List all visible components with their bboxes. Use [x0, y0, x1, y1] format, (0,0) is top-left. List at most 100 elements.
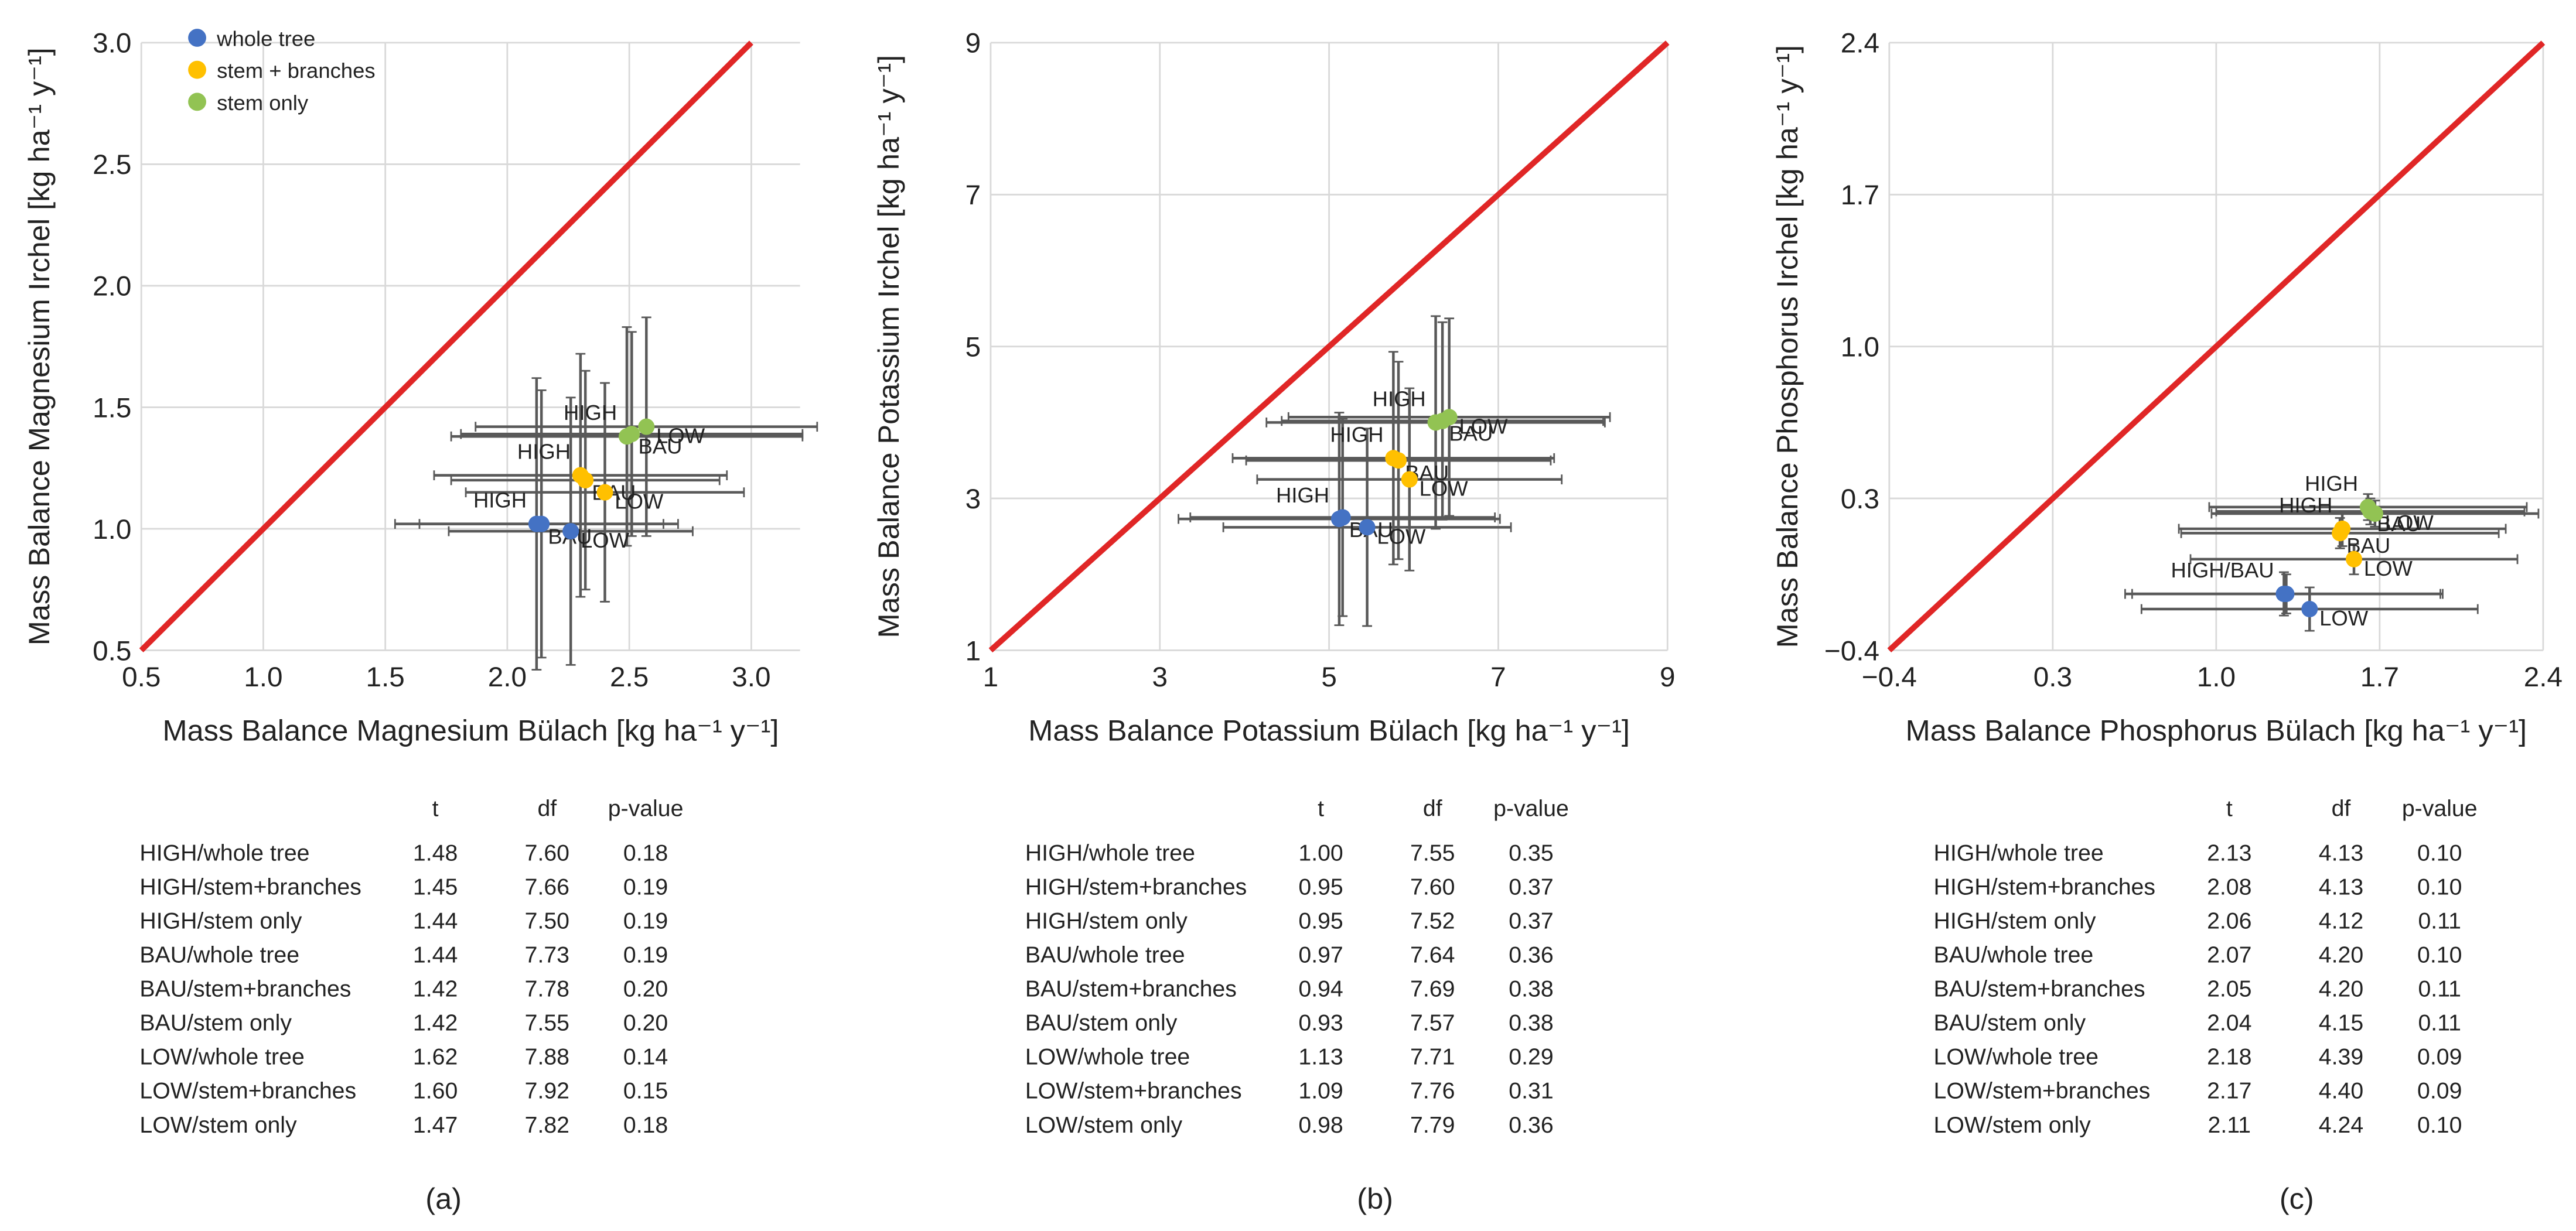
data-point — [1441, 409, 1458, 426]
table-cell: 1.48 — [413, 840, 458, 866]
point-label: BAU — [1449, 421, 1493, 445]
table-header: t — [2226, 796, 2233, 822]
table-cell: 4.13 — [2319, 840, 2363, 866]
table-cell: 1.47 — [413, 1112, 458, 1138]
table-header: t — [432, 796, 439, 822]
point-label: LOW — [2364, 556, 2413, 580]
table-cell: 4.40 — [2319, 1078, 2363, 1104]
table-cell: 0.11 — [2418, 908, 2461, 933]
x-tick-label: 1.7 — [2360, 662, 2399, 693]
y-tick-label: 1.0 — [1841, 332, 1879, 363]
table-cell: 2.08 — [2207, 874, 2251, 900]
data-point — [533, 515, 550, 532]
table-cell: 0.10 — [2417, 1112, 2462, 1138]
point-label: LOW — [615, 490, 664, 514]
table-cell: 0.36 — [1509, 1112, 1553, 1138]
table-cell: 7.52 — [1410, 908, 1455, 933]
data-point — [1401, 471, 1418, 488]
table-cell: 2.07 — [2207, 942, 2251, 968]
legend-marker — [188, 60, 206, 79]
table-cell: 0.38 — [1509, 1010, 1553, 1036]
table-row-label: HIGH/stem+branches — [1934, 874, 2155, 900]
table-cell: 1.44 — [413, 908, 458, 933]
table-cell: 0.11 — [2418, 1010, 2461, 1036]
table-cell: 1.09 — [1298, 1078, 1343, 1104]
data-point — [2332, 525, 2349, 542]
panel-label: (c) — [2280, 1182, 2314, 1215]
table-row-label: HIGH/stem+branches — [139, 874, 361, 900]
table-cell: 1.44 — [413, 942, 458, 968]
data-point — [2301, 601, 2318, 618]
x-tick-label: 0.3 — [2033, 662, 2072, 693]
point-label: LOW — [1459, 414, 1508, 438]
table-row-label: BAU/whole tree — [1934, 942, 2094, 968]
data-point — [623, 426, 640, 443]
table-cell: 7.50 — [525, 908, 569, 933]
table-cell: 7.55 — [1410, 840, 1455, 866]
panel-label: (b) — [1357, 1182, 1393, 1215]
table-cell: 4.12 — [2319, 908, 2363, 933]
point-label: LOW — [656, 424, 705, 448]
table-row-label: BAU/whole tree — [139, 942, 299, 968]
plot-area — [141, 42, 800, 651]
table-cell: 0.35 — [1509, 840, 1553, 866]
x-axis-label: Mass Balance Magnesium Bülach [kg ha⁻¹ y… — [162, 714, 779, 747]
point-label: HIGH — [517, 440, 571, 464]
data-point — [1334, 509, 1351, 526]
x-tick-label: 1.0 — [2197, 662, 2236, 693]
identity-line — [988, 40, 1670, 653]
legend-marker — [188, 93, 206, 111]
y-tick-label: 1.5 — [93, 392, 131, 423]
table-cell: 2.06 — [2207, 908, 2251, 933]
table-cell: 0.95 — [1298, 908, 1343, 933]
y-tick-label: 2.5 — [93, 149, 131, 180]
point-label: LOW — [2319, 606, 2369, 630]
table-cell: 0.36 — [1509, 942, 1553, 968]
table-header: p-value — [608, 796, 684, 822]
table-cell: 7.66 — [525, 874, 569, 900]
legend-label: whole tree — [216, 27, 315, 51]
table-header: df — [2332, 796, 2351, 822]
table-cell: 1.62 — [413, 1044, 458, 1070]
table-cell: 0.20 — [623, 1010, 668, 1036]
table-row-label: BAU/stem only — [1025, 1010, 1178, 1036]
table-cell: 7.73 — [525, 942, 569, 968]
y-tick-label: 1.7 — [1841, 180, 1879, 211]
y-tick-label: 2.0 — [93, 271, 131, 302]
table-cell: 7.64 — [1410, 942, 1455, 968]
table-row-label: LOW/stem+branches — [1025, 1078, 1242, 1104]
table-row-label: HIGH/stem only — [1934, 908, 2096, 933]
x-tick-label: 3 — [1152, 662, 1168, 693]
point-label: HIGH — [1276, 483, 1329, 507]
legend-marker — [188, 29, 206, 47]
data-point — [2366, 505, 2383, 522]
table-cell: 0.09 — [2417, 1078, 2462, 1104]
table-row-label: HIGH/stem+branches — [1025, 874, 1247, 900]
table-cell: 1.60 — [413, 1078, 458, 1104]
y-tick-label: 3.0 — [93, 28, 131, 59]
data-point — [2346, 550, 2363, 567]
table-row-label: HIGH/whole tree — [1025, 840, 1195, 866]
table-row-label: HIGH/whole tree — [1934, 840, 2104, 866]
table-cell: 7.88 — [525, 1044, 569, 1070]
y-tick-label: −0.4 — [1824, 635, 1879, 666]
table-cell: 2.17 — [2207, 1078, 2251, 1104]
data-point — [577, 471, 594, 488]
table-row-label: LOW/stem only — [1025, 1112, 1183, 1138]
table-cell: 7.71 — [1410, 1044, 1455, 1070]
x-tick-label: −0.4 — [1862, 662, 1917, 693]
table-cell: 0.94 — [1298, 976, 1343, 1002]
point-label: BAU — [2377, 512, 2421, 536]
point-label: LOW — [2385, 511, 2434, 535]
x-tick-label: 0.5 — [122, 662, 161, 693]
legend-label: stem + branches — [217, 59, 375, 83]
table-cell: 7.78 — [525, 976, 569, 1002]
identity-line — [139, 40, 753, 652]
table-cell: 0.93 — [1298, 1010, 1343, 1036]
table-row-label: LOW/whole tree — [1934, 1044, 2099, 1070]
table-cell: 0.31 — [1509, 1078, 1553, 1104]
table-cell: 4.13 — [2319, 874, 2363, 900]
table-cell: 7.60 — [525, 840, 569, 866]
identity-line — [1887, 40, 2546, 653]
point-label: HIGH — [1330, 422, 1383, 446]
